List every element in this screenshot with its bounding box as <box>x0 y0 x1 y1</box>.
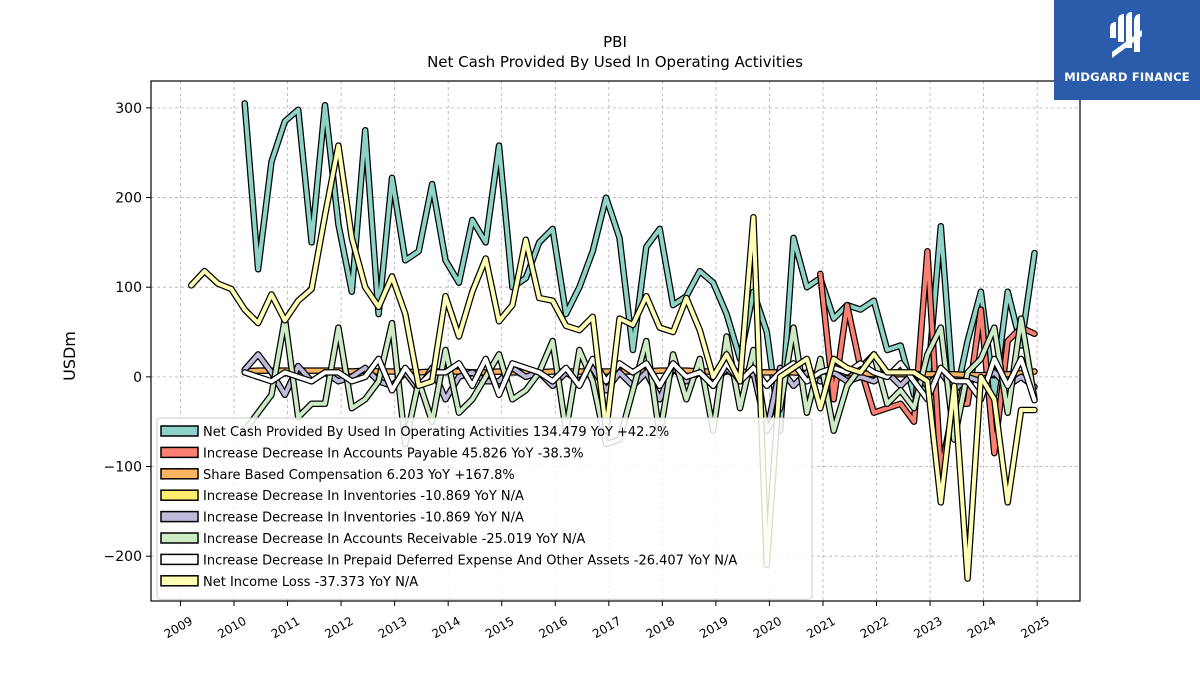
x-tick-label: 2014 <box>429 614 462 641</box>
x-tick-label: 2017 <box>590 614 623 641</box>
legend-swatch-6 <box>160 553 199 566</box>
series-line-0 <box>242 101 1037 433</box>
legend-label-3: Increase Decrease In Inventories -10.869… <box>203 489 524 504</box>
legend: Net Cash Provided By Used In Operating A… <box>156 417 813 600</box>
series-line-7 <box>189 143 1037 581</box>
chart-title: PBI <box>603 33 627 51</box>
legend-label-7: Net Income Loss -37.373 YoY N/A <box>203 575 418 590</box>
x-tick-label: 2024 <box>965 614 998 641</box>
midgard-logo-icon <box>1110 12 1142 58</box>
y-tick-label: −200 <box>104 549 142 565</box>
legend-label-6: Increase Decrease In Prepaid Deferred Ex… <box>203 553 737 568</box>
x-tick-label: 2019 <box>697 614 730 641</box>
y-tick-label: 0 <box>133 370 142 386</box>
y-axis-label: USDm <box>60 331 79 381</box>
x-tick-label: 2020 <box>751 614 784 641</box>
x-tick-label: 2015 <box>483 614 516 641</box>
x-tick-label: 2011 <box>269 614 302 641</box>
brand-logo: MIDGARD FINANCE <box>1054 0 1200 100</box>
x-tick-label: 2023 <box>911 614 944 641</box>
x-tick-label: 2021 <box>804 614 837 641</box>
legend-swatch-4 <box>160 510 199 523</box>
x-tick-label: 2018 <box>644 614 677 641</box>
x-axis-ticks: 2009 2010 2011 2012 2013 2014 2015 2016 2017 2018… <box>162 601 1052 641</box>
legend-swatch-1 <box>160 446 199 459</box>
x-tick-label: 2016 <box>537 614 570 641</box>
legend-label-0: Net Cash Provided By Used In Operating A… <box>203 425 669 440</box>
legend-label-5: Increase Decrease In Accounts Receivable… <box>203 532 585 547</box>
x-tick-label: 2012 <box>322 614 355 641</box>
legend-label-4: Increase Decrease In Inventories -10.869… <box>203 511 524 526</box>
legend-swatch-5 <box>160 532 199 544</box>
series-line-6 <box>242 356 1037 403</box>
legend-label-2: Share Based Compensation 6.203 YoY +167.… <box>203 468 515 483</box>
y-tick-label: 100 <box>115 280 142 296</box>
legend-swatch-0 <box>160 425 199 437</box>
x-tick-label: 2022 <box>858 614 891 641</box>
y-axis-ticks: −200 −100 0 100 200 300 <box>104 101 151 565</box>
plot-frame <box>150 80 1081 602</box>
legend-label-1: Increase Decrease In Accounts Payable 45… <box>203 446 584 461</box>
legend-swatch-3 <box>160 489 199 501</box>
y-tick-label: 300 <box>115 101 142 117</box>
chart-subtitle: Net Cash Provided By Used In Operating A… <box>427 53 803 71</box>
y-tick-label: −100 <box>104 460 142 476</box>
legend-swatch-7 <box>160 575 199 587</box>
legend-box <box>156 417 813 600</box>
series-lines <box>187 100 1038 582</box>
y-tick-label: 200 <box>115 191 142 207</box>
legend-swatch-2 <box>160 468 199 480</box>
x-tick-label: 2009 <box>162 614 195 641</box>
brand-name: MIDGARD FINANCE <box>1064 70 1190 84</box>
x-tick-label: 2025 <box>1018 614 1051 641</box>
x-tick-label: 2013 <box>376 614 409 641</box>
x-tick-label: 2010 <box>215 614 248 641</box>
